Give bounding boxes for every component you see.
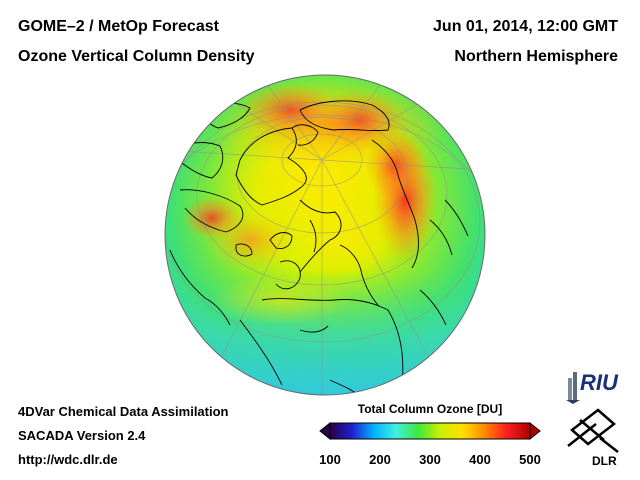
- globe-outline: [164, 74, 486, 396]
- colorbar: 100 200 300 400 500: [319, 421, 541, 467]
- colorbar-tick-label: 500: [519, 452, 541, 467]
- footer-method: 4DVar Chemical Data Assimilation: [18, 404, 229, 419]
- colorbar-tick-label: 100: [319, 452, 341, 467]
- colorbar-title: Total Column Ozone [DU]: [357, 402, 503, 416]
- riu-logo: [566, 372, 580, 404]
- map-title-line-1: GOME–2 / MetOp Forecast: [18, 18, 219, 35]
- hemisphere-label: Northern Hemisphere: [454, 48, 618, 65]
- map-title-line-2: Ozone Vertical Column Density: [18, 48, 255, 65]
- colorbar-tick-label: 300: [419, 452, 441, 467]
- footer-url[interactable]: http://wdc.dlr.de: [18, 452, 118, 467]
- colorbar-ticks: 100 200 300 400 500: [319, 452, 541, 467]
- forecast-date: Jun 01, 2014, 12:00 GMT: [433, 18, 618, 35]
- footer-version: SACADA Version 2.4: [18, 428, 146, 443]
- dlr-logo: [567, 408, 619, 453]
- colorbar-tick-label: 200: [369, 452, 391, 467]
- riu-logo-text: RIU: [580, 370, 618, 395]
- colorbar-gradient: [329, 422, 531, 440]
- colorbar-high-arrow: [529, 421, 541, 441]
- graticule: [165, 75, 485, 395]
- colorbar-low-arrow: [319, 421, 331, 441]
- colorbar-tick-label: 400: [469, 452, 491, 467]
- dlr-logo-text: DLR: [592, 454, 617, 468]
